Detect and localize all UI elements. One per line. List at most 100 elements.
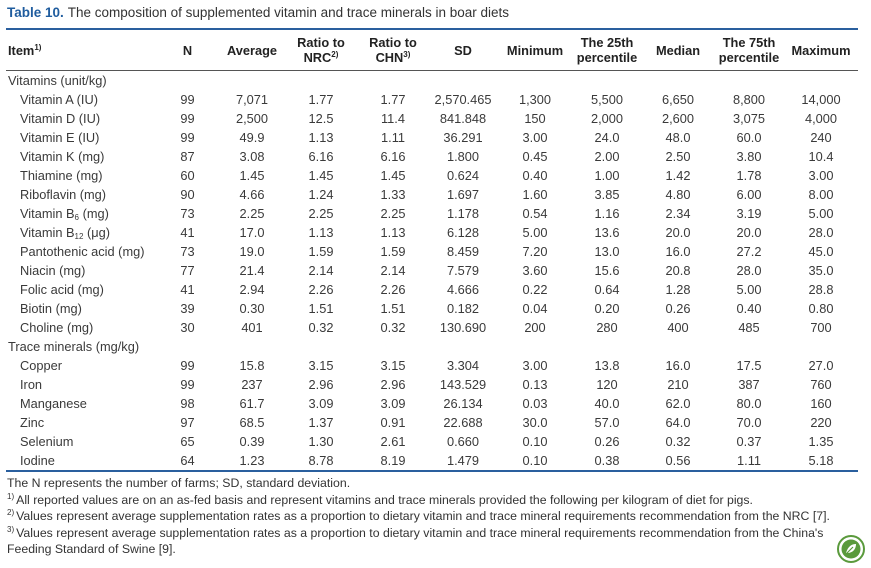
value-cell: 21.4	[239, 263, 265, 278]
value-cell: 1.45	[380, 168, 406, 183]
item-cell: Pantothenic acid (mg)	[20, 244, 145, 259]
header-wrap: Ratio to NRC2)	[288, 35, 354, 65]
value-cell: 6.16	[380, 149, 406, 164]
table-head: Item1) N Average Ratio to NRC2) Ratio to CHN…	[6, 29, 858, 71]
header-text: Minimum	[506, 42, 564, 58]
value-cell: 77	[180, 263, 195, 278]
header-wrap: Average	[227, 43, 277, 58]
value-cell: 19.0	[239, 244, 265, 259]
value-cell: 400	[667, 320, 689, 335]
data-row: Vitamin E (IU) 99 49.9 1.13 1.11 36.291 3.00 24…	[6, 128, 858, 147]
header-wrap: Ratio to CHN3)	[360, 35, 426, 65]
footnote-text: All reported values are on an as-fed bas…	[16, 492, 753, 507]
value-cell: 3.09	[380, 396, 406, 411]
value-cell: 90	[180, 187, 195, 202]
data-row: Pantothenic acid (mg) 73 19.0 1.59 1.59 8.459…	[6, 242, 858, 261]
value-cell: 2.14	[308, 263, 334, 278]
header-wrap: The 75th percentile	[716, 35, 782, 65]
item-cell: Thiamine (mg)	[20, 168, 103, 183]
value-cell: 14,000	[801, 92, 841, 107]
value-cell: 3.304	[446, 358, 480, 373]
value-cell: 0.32	[308, 320, 334, 335]
value-cell: 2.00	[594, 149, 620, 164]
value-cell: 2,500	[235, 111, 269, 126]
header-footnote-mark: 3)	[403, 50, 411, 59]
value-cell: 17.5	[736, 358, 762, 373]
value-cell: 99	[180, 111, 195, 126]
value-cell: 28.8	[808, 282, 834, 297]
value-cell: 1,300	[518, 92, 552, 107]
footnote: 2) Values represent average supplementati…	[7, 508, 845, 525]
value-cell: 27.2	[736, 244, 762, 259]
value-cell: 0.32	[380, 320, 406, 335]
value-cell: 8.459	[446, 244, 480, 259]
value-cell: 3.15	[380, 358, 406, 373]
value-cell: 0.04	[522, 301, 548, 316]
value-cell: 1.13	[308, 225, 334, 240]
value-cell: 1.479	[446, 453, 480, 468]
item-cell: Iron	[20, 377, 43, 392]
value-cell: 61.7	[239, 396, 265, 411]
header-text: Maximum	[791, 42, 851, 58]
table-body: Vitamins (unit/kg) Vitamin A (IU) 99 7,071 1…	[6, 71, 858, 471]
header-row: Item1) N Average Ratio to NRC2) Ratio to CHN…	[6, 29, 858, 71]
value-cell: 73	[180, 206, 195, 221]
value-cell: 1.00	[594, 168, 620, 183]
item-cell: Riboflavin (mg)	[20, 187, 107, 202]
value-cell: 1.28	[665, 282, 691, 297]
header-wrap: SD	[454, 43, 472, 58]
value-cell: 6,650	[661, 92, 695, 107]
value-cell: 5.18	[808, 453, 834, 468]
data-row: Copper 99 15.8 3.15 3.15 3.304 3.00 13.8 16.0 17.…	[6, 356, 858, 375]
value-cell: 57.0	[594, 415, 620, 430]
value-cell: 1.51	[308, 301, 334, 316]
section-row: Vitamins (unit/kg)	[6, 71, 858, 91]
value-cell: 98	[180, 396, 195, 411]
value-cell: 1.60	[522, 187, 548, 202]
value-cell: 1.11	[737, 453, 761, 468]
value-cell: 2.25	[308, 206, 334, 221]
value-cell: 64	[180, 453, 195, 468]
header-cell: N	[155, 29, 220, 71]
value-cell: 99	[180, 130, 195, 145]
value-cell: 1.77	[308, 92, 334, 107]
value-cell: 27.0	[808, 358, 834, 373]
value-cell: 485	[738, 320, 760, 335]
value-cell: 5,500	[590, 92, 624, 107]
value-cell: 1.13	[308, 130, 334, 145]
value-cell: 1.59	[308, 244, 334, 259]
value-cell: 130.690	[439, 320, 487, 335]
value-cell: 5.00	[736, 282, 762, 297]
value-cell: 0.40	[522, 168, 548, 183]
header-footnote-mark: 1)	[34, 42, 42, 52]
value-cell: 0.624	[446, 168, 480, 183]
value-cell: 6.00	[736, 187, 762, 202]
caption-label: Table 10.	[7, 5, 64, 20]
item-cell: Selenium	[20, 434, 74, 449]
item-unit: (mg)	[82, 206, 109, 221]
value-cell: 160	[810, 396, 832, 411]
value-cell: 120	[596, 377, 618, 392]
value-cell: 3.00	[522, 130, 548, 145]
value-cell: 7.20	[522, 244, 548, 259]
header-wrap: Median	[656, 43, 700, 58]
section-row: Trace minerals (mg/kg)	[6, 337, 858, 356]
data-row: Iodine 64 1.23 8.78 8.19 1.479 0.10 0.38 0.56 1.1…	[6, 451, 858, 471]
value-cell: 1.23	[239, 453, 265, 468]
value-cell: 3.85	[594, 187, 620, 202]
footnote-mark: 2)	[7, 508, 15, 518]
value-cell: 240	[810, 130, 832, 145]
value-cell: 150	[524, 111, 546, 126]
value-cell: 4,000	[804, 111, 838, 126]
value-cell: 2.96	[308, 377, 334, 392]
value-cell: 1.13	[380, 225, 406, 240]
item-cell: Vitamin D (IU)	[20, 111, 101, 126]
footnote-mark: 1)	[7, 491, 15, 501]
value-cell: 7,071	[235, 92, 269, 107]
item-cell: Vitamin B12 (μg)	[6, 223, 155, 242]
value-cell: 4.666	[446, 282, 480, 297]
value-cell: 3.00	[808, 168, 834, 183]
footnotes: The N represents the number of farms; SD…	[7, 475, 845, 558]
value-cell: 10.4	[808, 149, 834, 164]
